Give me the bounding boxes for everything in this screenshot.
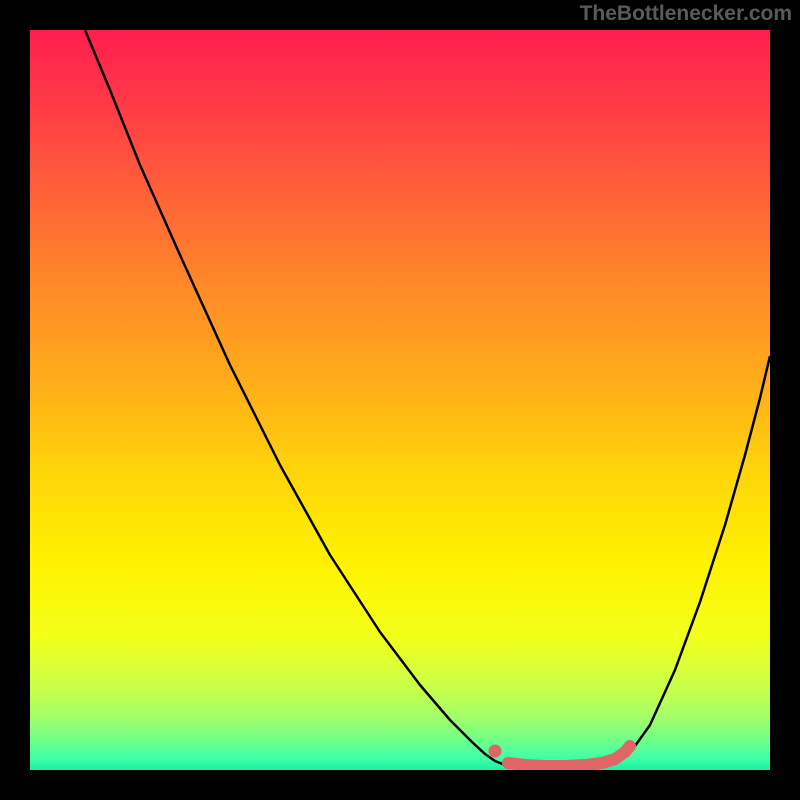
bottleneck-chart <box>30 30 770 770</box>
optimal-point-marker <box>489 745 502 758</box>
watermark-text: TheBottlenecker.com <box>580 2 792 26</box>
chart-svg <box>30 30 770 770</box>
